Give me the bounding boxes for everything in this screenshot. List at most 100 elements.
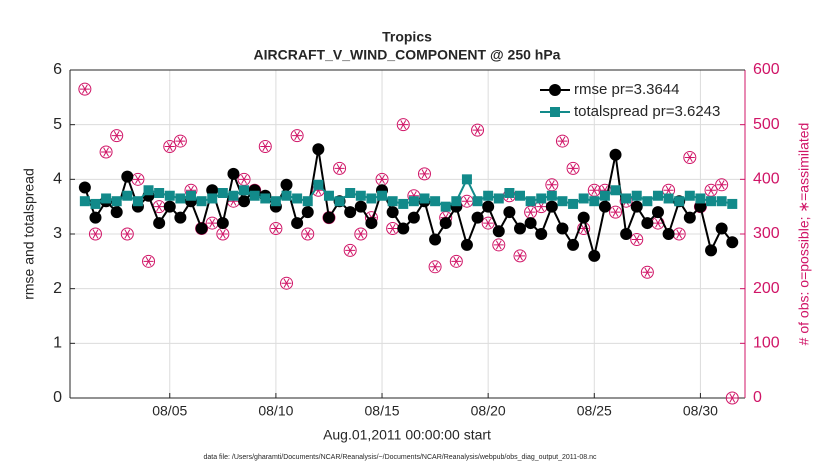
x-tick-label: 08/15 xyxy=(365,403,400,419)
marker xyxy=(269,222,283,236)
x-tick-label: 08/20 xyxy=(471,403,506,419)
marker xyxy=(663,193,674,204)
marker xyxy=(652,190,663,201)
marker xyxy=(164,190,175,201)
marker xyxy=(567,238,580,251)
marker xyxy=(503,206,516,219)
marker xyxy=(88,227,102,241)
marker xyxy=(343,243,357,257)
marker xyxy=(217,188,228,198)
marker xyxy=(726,236,739,249)
marker xyxy=(301,206,314,219)
marker xyxy=(535,228,548,240)
marker xyxy=(398,120,409,130)
y2-tick-label: 0 xyxy=(753,389,762,406)
marker xyxy=(727,393,738,403)
marker xyxy=(631,190,642,201)
marker xyxy=(153,217,166,230)
marker xyxy=(143,185,154,196)
marker xyxy=(662,228,675,240)
marker xyxy=(525,207,536,217)
marker xyxy=(90,229,101,239)
marker xyxy=(631,234,642,245)
marker xyxy=(206,184,219,197)
marker xyxy=(101,193,112,204)
marker xyxy=(705,244,718,257)
marker xyxy=(716,196,727,207)
marker xyxy=(175,136,186,146)
marker xyxy=(549,84,561,96)
marker xyxy=(354,227,368,241)
marker xyxy=(260,141,271,152)
marker xyxy=(621,193,632,204)
y2-tick-label: 400 xyxy=(753,171,780,188)
marker xyxy=(396,118,410,132)
marker xyxy=(249,190,260,201)
marker xyxy=(451,196,462,207)
marker xyxy=(175,193,186,204)
marker xyxy=(642,267,653,277)
marker xyxy=(483,190,494,201)
marker xyxy=(610,207,621,217)
marker xyxy=(492,225,505,238)
marker xyxy=(568,198,579,209)
marker xyxy=(472,196,483,207)
marker xyxy=(132,174,143,184)
marker xyxy=(640,265,654,279)
marker xyxy=(609,205,623,219)
marker xyxy=(440,201,451,212)
marker xyxy=(365,217,378,230)
marker xyxy=(120,227,134,241)
marker xyxy=(122,190,133,201)
marker xyxy=(366,193,377,204)
marker xyxy=(568,163,579,173)
marker xyxy=(386,206,399,219)
marker xyxy=(524,217,537,230)
marker xyxy=(536,193,547,204)
marker xyxy=(546,190,557,201)
marker xyxy=(695,193,706,204)
marker xyxy=(122,229,133,239)
marker xyxy=(258,140,272,154)
marker xyxy=(514,222,526,235)
y-tick-label: 2 xyxy=(53,280,62,297)
y2-axis-label: # of obs: o=possible; ∗=assimilated xyxy=(796,123,812,346)
marker xyxy=(419,169,430,179)
marker xyxy=(239,174,250,184)
marker xyxy=(461,196,472,206)
y2-tick-label: 300 xyxy=(753,225,780,242)
marker xyxy=(715,178,729,192)
marker xyxy=(154,202,165,212)
marker xyxy=(557,136,568,146)
marker xyxy=(387,196,398,207)
marker xyxy=(674,196,685,207)
chart-subtitle: AIRCRAFT_V_WIND_COMPONENT @ 250 hPa xyxy=(254,47,561,63)
marker xyxy=(239,185,250,196)
marker xyxy=(355,190,366,201)
marker xyxy=(609,148,622,161)
marker xyxy=(280,178,293,191)
marker xyxy=(407,211,420,224)
marker xyxy=(207,193,218,204)
marker xyxy=(334,163,345,173)
x-tick-label: 08/30 xyxy=(683,403,718,419)
marker xyxy=(525,196,536,207)
chart-title: Tropics xyxy=(382,29,432,45)
y-tick-label: 6 xyxy=(53,61,62,78)
marker xyxy=(430,196,441,207)
marker xyxy=(504,188,515,198)
y-tick-label: 4 xyxy=(53,171,62,188)
marker xyxy=(589,185,600,195)
marker xyxy=(641,217,654,230)
marker xyxy=(164,141,175,152)
marker xyxy=(449,254,463,268)
marker xyxy=(684,152,695,163)
marker xyxy=(79,196,90,207)
marker xyxy=(620,228,633,240)
marker xyxy=(483,218,494,228)
marker xyxy=(110,206,123,219)
marker xyxy=(291,217,304,230)
y2-tick-label: 100 xyxy=(753,335,780,352)
marker xyxy=(377,190,388,201)
marker xyxy=(345,245,356,255)
